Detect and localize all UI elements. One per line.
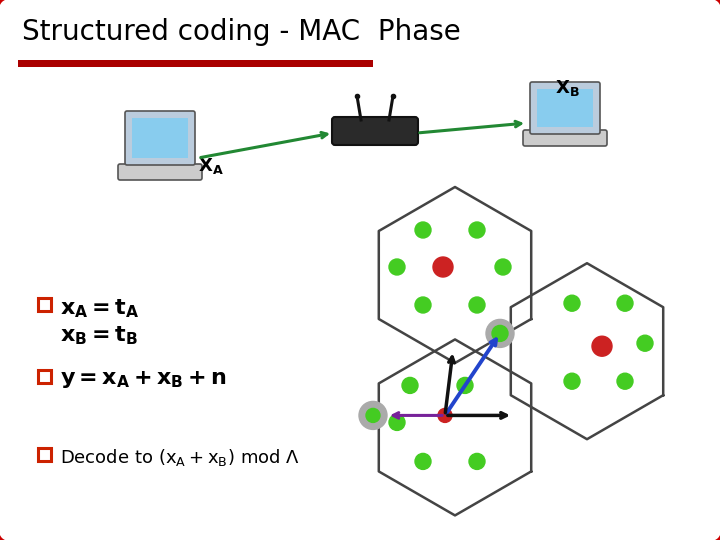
Polygon shape — [510, 263, 663, 439]
Bar — [38, 448, 51, 461]
Circle shape — [433, 257, 453, 277]
Circle shape — [469, 222, 485, 238]
Text: $\mathrm{Decode\ to\ (x_A + x_B)\ mod\ \Lambda}$: $\mathrm{Decode\ to\ (x_A + x_B)\ mod\ \… — [60, 447, 300, 468]
Circle shape — [564, 295, 580, 311]
FancyBboxPatch shape — [118, 164, 202, 180]
Text: $\mathbf{X_A}$: $\mathbf{X_A}$ — [198, 156, 224, 176]
Circle shape — [389, 414, 405, 430]
Circle shape — [617, 373, 633, 389]
Circle shape — [469, 454, 485, 469]
Circle shape — [438, 408, 452, 422]
Bar — [38, 298, 51, 311]
Circle shape — [469, 297, 485, 313]
Polygon shape — [379, 187, 531, 363]
FancyBboxPatch shape — [332, 117, 418, 145]
Circle shape — [366, 408, 380, 422]
FancyBboxPatch shape — [132, 118, 188, 158]
Circle shape — [359, 401, 387, 429]
FancyBboxPatch shape — [537, 89, 593, 127]
Circle shape — [492, 326, 508, 341]
Circle shape — [457, 377, 473, 394]
Bar — [18, 60, 373, 67]
Text: $\mathbf{x_A = t_A}$: $\mathbf{x_A = t_A}$ — [60, 297, 139, 320]
Circle shape — [402, 377, 418, 394]
Circle shape — [415, 297, 431, 313]
Circle shape — [415, 454, 431, 469]
Circle shape — [495, 259, 511, 275]
Polygon shape — [379, 340, 531, 515]
FancyBboxPatch shape — [125, 111, 195, 165]
Circle shape — [389, 259, 405, 275]
Circle shape — [637, 335, 653, 351]
Circle shape — [617, 295, 633, 311]
Bar — [38, 370, 51, 383]
Text: $\mathbf{X_B}$: $\mathbf{X_B}$ — [555, 78, 580, 98]
FancyBboxPatch shape — [523, 130, 607, 146]
Circle shape — [592, 336, 612, 356]
Text: $\mathbf{y = x_A + x_B + n}$: $\mathbf{y = x_A + x_B + n}$ — [60, 369, 227, 390]
Circle shape — [486, 320, 514, 347]
FancyBboxPatch shape — [530, 82, 600, 134]
Circle shape — [564, 373, 580, 389]
Circle shape — [415, 222, 431, 238]
Text: Structured coding - MAC  Phase: Structured coding - MAC Phase — [22, 18, 461, 46]
Text: $\mathbf{x_B = t_B}$: $\mathbf{x_B = t_B}$ — [60, 324, 138, 347]
